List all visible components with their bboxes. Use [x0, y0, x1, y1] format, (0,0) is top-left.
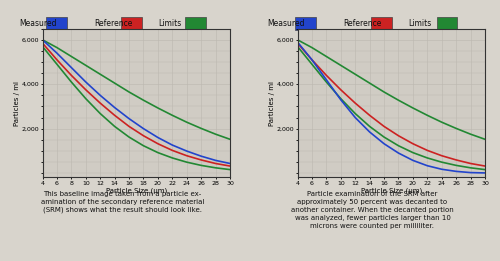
Text: Limits: Limits — [158, 19, 181, 28]
Text: Reference: Reference — [94, 19, 132, 28]
Bar — [46, 17, 67, 30]
Text: Reference: Reference — [344, 19, 382, 28]
Bar — [372, 17, 392, 30]
Text: This baseline image taken from a particle ex-
amination of the secondary referen: This baseline image taken from a particl… — [41, 191, 204, 213]
Bar — [185, 17, 206, 30]
Text: Measured: Measured — [19, 19, 57, 28]
Text: Limits: Limits — [408, 19, 432, 28]
X-axis label: Particle Size (μm): Particle Size (μm) — [360, 187, 422, 194]
Bar — [436, 17, 458, 30]
Text: Particle examination of the SRM after
approximately 50 percent was decanted to
a: Particle examination of the SRM after ap… — [291, 191, 454, 229]
Bar — [122, 17, 142, 30]
Text: Measured: Measured — [267, 19, 304, 28]
Bar — [294, 17, 316, 30]
X-axis label: Particle Size (μm): Particle Size (μm) — [106, 187, 167, 194]
Y-axis label: Particles / ml: Particles / ml — [269, 81, 275, 126]
Y-axis label: Particles / ml: Particles / ml — [14, 81, 20, 126]
